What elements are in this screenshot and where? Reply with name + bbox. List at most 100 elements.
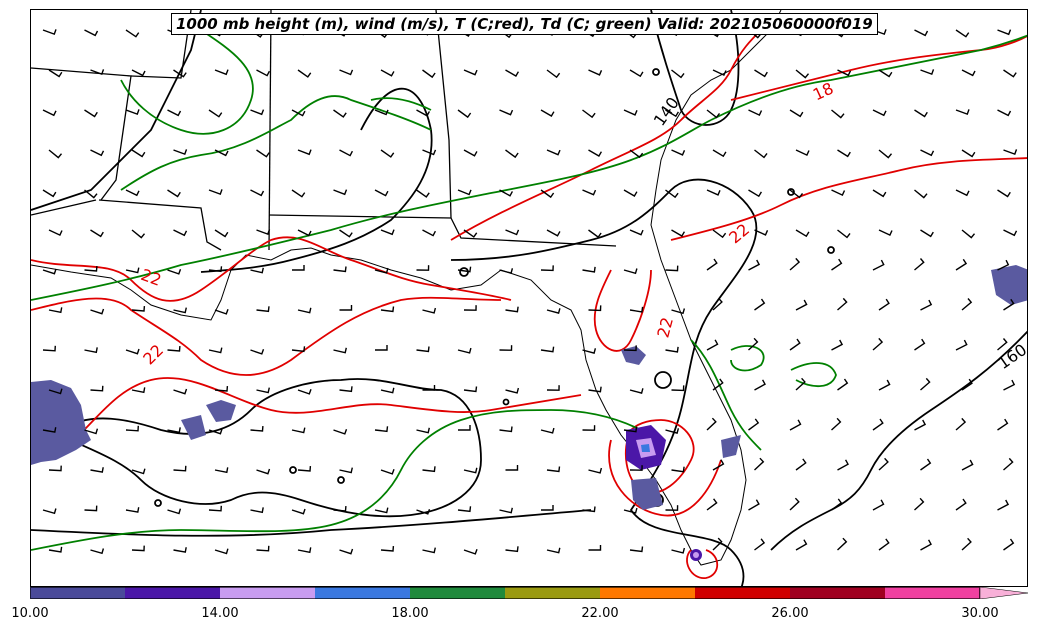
wind-barb xyxy=(291,508,306,515)
wind-barb xyxy=(878,457,889,471)
wind-barb xyxy=(42,508,57,515)
wind-barb xyxy=(250,348,265,355)
wind-barb xyxy=(48,546,63,553)
wind-barb xyxy=(214,386,229,392)
wind-barb xyxy=(546,466,561,473)
wind-barb xyxy=(131,229,146,239)
wind-barb xyxy=(914,29,929,37)
wind-barb xyxy=(754,149,768,159)
wind-barb xyxy=(795,377,806,391)
wind-barb xyxy=(878,379,891,391)
wind-barb xyxy=(920,539,932,551)
wind-barb xyxy=(90,229,104,238)
wind-barb xyxy=(42,189,57,198)
wind-barb xyxy=(339,149,354,157)
wind-barb xyxy=(997,109,1012,117)
wind-barb xyxy=(582,189,597,196)
wind-barb xyxy=(463,467,478,474)
colorbar-bin-7 xyxy=(695,587,791,599)
wind-barb xyxy=(125,189,140,197)
wind-barb xyxy=(463,386,478,393)
wind-barb xyxy=(546,69,561,79)
wind-barb xyxy=(961,298,973,311)
wind-barb xyxy=(872,109,887,117)
colorbar-bin-5 xyxy=(505,587,601,599)
wind-barb xyxy=(1003,69,1017,78)
wind-barb xyxy=(380,69,395,77)
wind-barb xyxy=(499,189,514,197)
wind-barb xyxy=(333,109,347,118)
wind-barb xyxy=(712,459,725,471)
wind-barb xyxy=(712,378,724,391)
wind-barb xyxy=(540,346,555,353)
wind-barb xyxy=(374,267,389,274)
wind-barb xyxy=(914,189,928,199)
wind-barb xyxy=(297,466,312,472)
wind-barb xyxy=(914,109,928,118)
wind-barb xyxy=(505,306,519,313)
colorbar-tick-label: 26.00 xyxy=(771,606,809,621)
wind-barb xyxy=(920,377,931,391)
wind-barb xyxy=(42,427,57,433)
wind-barb xyxy=(706,417,717,431)
wind-barb xyxy=(250,189,265,197)
wind-barb xyxy=(499,268,514,274)
wind-barb xyxy=(831,498,843,511)
wind-barb xyxy=(333,428,348,435)
wind-barb xyxy=(374,507,389,514)
map-panel: 140 160 18 22 22 22 22 xyxy=(30,9,1028,587)
wind-barb xyxy=(457,506,472,513)
wind-barb xyxy=(671,308,686,315)
wind-barb xyxy=(837,459,849,471)
wind-barb xyxy=(837,537,848,551)
colorbar-tick-label: 30.00 xyxy=(961,606,999,621)
wind-barb xyxy=(754,457,765,471)
dewpoint-contours xyxy=(31,29,1027,551)
wind-barb xyxy=(339,229,353,238)
wind-barb xyxy=(167,346,181,352)
wind-barb xyxy=(422,229,437,237)
wind-barb xyxy=(422,466,436,473)
colorbar-bin-9 xyxy=(885,587,981,599)
wind-barb xyxy=(256,387,270,394)
wind-barb xyxy=(582,348,597,354)
wind-barb xyxy=(588,386,602,393)
wind-barb xyxy=(588,229,602,239)
colorbar-extend-arrow xyxy=(979,587,1028,599)
wind-barb xyxy=(167,268,182,275)
wind-barb xyxy=(250,267,264,274)
wind-barb xyxy=(90,69,105,75)
wind-barb xyxy=(961,149,976,158)
wind-barb xyxy=(380,229,395,236)
colorbar-bin-2 xyxy=(220,587,316,599)
wind-barb xyxy=(416,265,430,271)
wind-barb xyxy=(208,347,223,354)
wind-barb xyxy=(955,109,970,115)
wind-barb xyxy=(795,539,808,551)
wind-barb xyxy=(872,189,887,198)
wind-barb xyxy=(671,229,686,237)
wind-barb xyxy=(125,29,140,38)
wind-barb xyxy=(541,505,554,511)
wind-barb xyxy=(125,348,140,355)
wind-barb xyxy=(1003,298,1015,311)
wind-barb xyxy=(375,345,388,351)
wind-barb xyxy=(84,189,98,199)
wind-barb xyxy=(374,189,389,197)
wind-barb xyxy=(291,109,306,117)
wind-barb xyxy=(582,109,596,119)
wind-barb xyxy=(463,229,478,238)
wind-barb xyxy=(380,149,395,158)
wind-barb xyxy=(42,268,57,275)
wind-barb xyxy=(125,267,140,274)
wind-barb xyxy=(914,338,926,351)
wind-barb xyxy=(173,547,187,553)
wind-barb xyxy=(339,305,353,311)
wind-barb xyxy=(214,149,229,157)
wind-barb xyxy=(712,297,723,311)
wind-barb xyxy=(48,465,62,472)
wind-barb xyxy=(748,109,763,117)
wind-barb xyxy=(208,189,223,195)
wind-barb xyxy=(671,69,685,79)
wind-barb xyxy=(84,505,98,512)
